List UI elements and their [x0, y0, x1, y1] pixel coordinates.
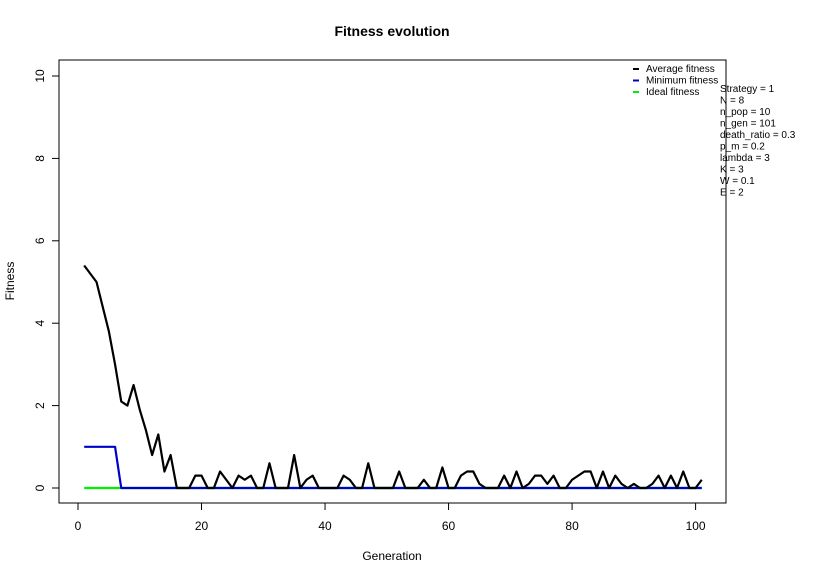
annotation-text: lambda = 3 [720, 153, 770, 164]
x-tick-label: 100 [686, 519, 706, 533]
legend-label: Average fitness [646, 64, 715, 75]
y-tick-label: 0 [33, 484, 47, 491]
annotation-text: Strategy = 1 [720, 84, 775, 95]
x-axis: 0 20 40 60 80 100 [75, 502, 706, 533]
x-axis-label: Generation [362, 549, 421, 563]
annotation-text: p_m = 0.2 [720, 142, 765, 153]
legend-label: Minimum fitness [646, 76, 718, 87]
x-tick-label: 20 [195, 519, 209, 533]
minimum-fitness-line [84, 445, 702, 490]
y-tick-label: 6 [33, 237, 47, 244]
y-tick-label: 2 [33, 402, 47, 409]
y-tick-label: 8 [33, 155, 47, 162]
average-fitness-line [83, 264, 703, 490]
y-tick-label: 10 [33, 69, 47, 83]
x-tick-label: 0 [75, 519, 82, 533]
annotation-text: E = 2 [720, 188, 744, 199]
y-axis: 0 2 4 6 8 10 [33, 69, 60, 491]
annotation-text: death_ratio = 0.3 [720, 130, 796, 141]
series-lines [83, 264, 703, 490]
annotation-text: n_gen = 101 [720, 119, 776, 130]
y-tick-label: 4 [33, 320, 47, 327]
annotation-text: K = 3 [720, 165, 744, 176]
annotation-text: n_pop = 10 [720, 107, 771, 118]
parameter-annotations: Strategy = 1N = 8n_pop = 10n_gen = 101de… [720, 84, 796, 199]
x-tick-label: 40 [318, 519, 332, 533]
annotation-text: N = 8 [720, 96, 745, 107]
annotation-text: W = 0.1 [720, 176, 755, 187]
legend-label: Ideal fitness [646, 87, 699, 98]
chart-title: Fitness evolution [334, 23, 449, 39]
y-axis-label: Fitness [3, 262, 17, 301]
x-tick-label: 60 [442, 519, 456, 533]
x-tick-label: 80 [565, 519, 579, 533]
